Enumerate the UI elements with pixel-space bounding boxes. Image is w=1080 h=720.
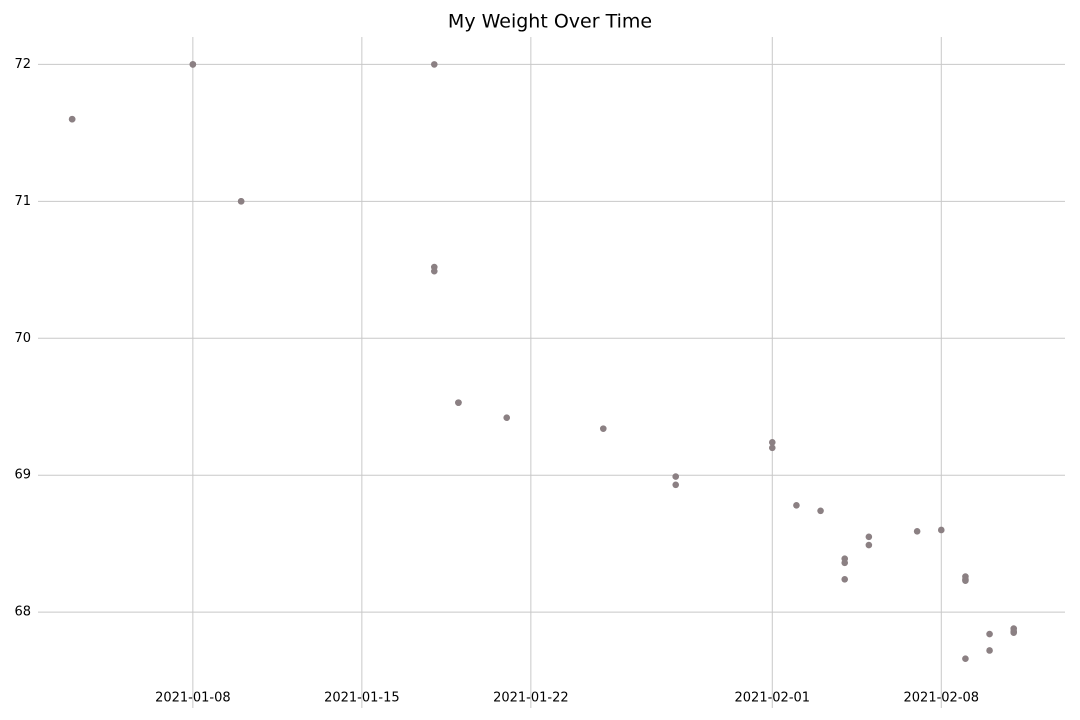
data-point xyxy=(817,507,824,515)
data-point xyxy=(672,481,680,489)
data-point xyxy=(865,541,873,549)
y-tick-label: 68 xyxy=(14,605,31,620)
data-point xyxy=(841,575,849,583)
data-point xyxy=(599,425,607,432)
x-tick-label: 2021-01-15 xyxy=(324,691,400,706)
x-tick-label: 2021-01-08 xyxy=(155,691,231,706)
data-point xyxy=(455,399,462,406)
data-point xyxy=(841,559,849,567)
data-point xyxy=(962,655,969,663)
data-point xyxy=(237,198,245,205)
x-tick-label: 2021-02-01 xyxy=(735,691,811,706)
data-point xyxy=(986,647,993,654)
data-point xyxy=(913,528,921,535)
data-point xyxy=(768,439,776,446)
data-point xyxy=(189,61,197,68)
x-tick-label: 2021-01-22 xyxy=(493,691,569,706)
chart-title: My Weight Over Time xyxy=(448,11,652,33)
data-point xyxy=(962,577,969,584)
data-point xyxy=(430,61,438,68)
y-tick-label: 69 xyxy=(14,468,31,483)
data-point xyxy=(503,414,511,421)
data-point xyxy=(430,267,438,275)
data-point xyxy=(1010,629,1018,636)
y-tick-label: 70 xyxy=(14,331,31,346)
y-tick-label: 71 xyxy=(14,194,31,209)
data-point xyxy=(937,526,945,534)
data-point xyxy=(986,630,993,638)
data-point xyxy=(672,473,680,480)
data-point xyxy=(68,115,76,123)
data-point xyxy=(793,502,800,509)
x-tick-label: 2021-02-08 xyxy=(904,691,980,706)
data-point xyxy=(865,533,873,541)
data-point xyxy=(768,444,776,452)
y-tick-label: 72 xyxy=(14,57,31,72)
